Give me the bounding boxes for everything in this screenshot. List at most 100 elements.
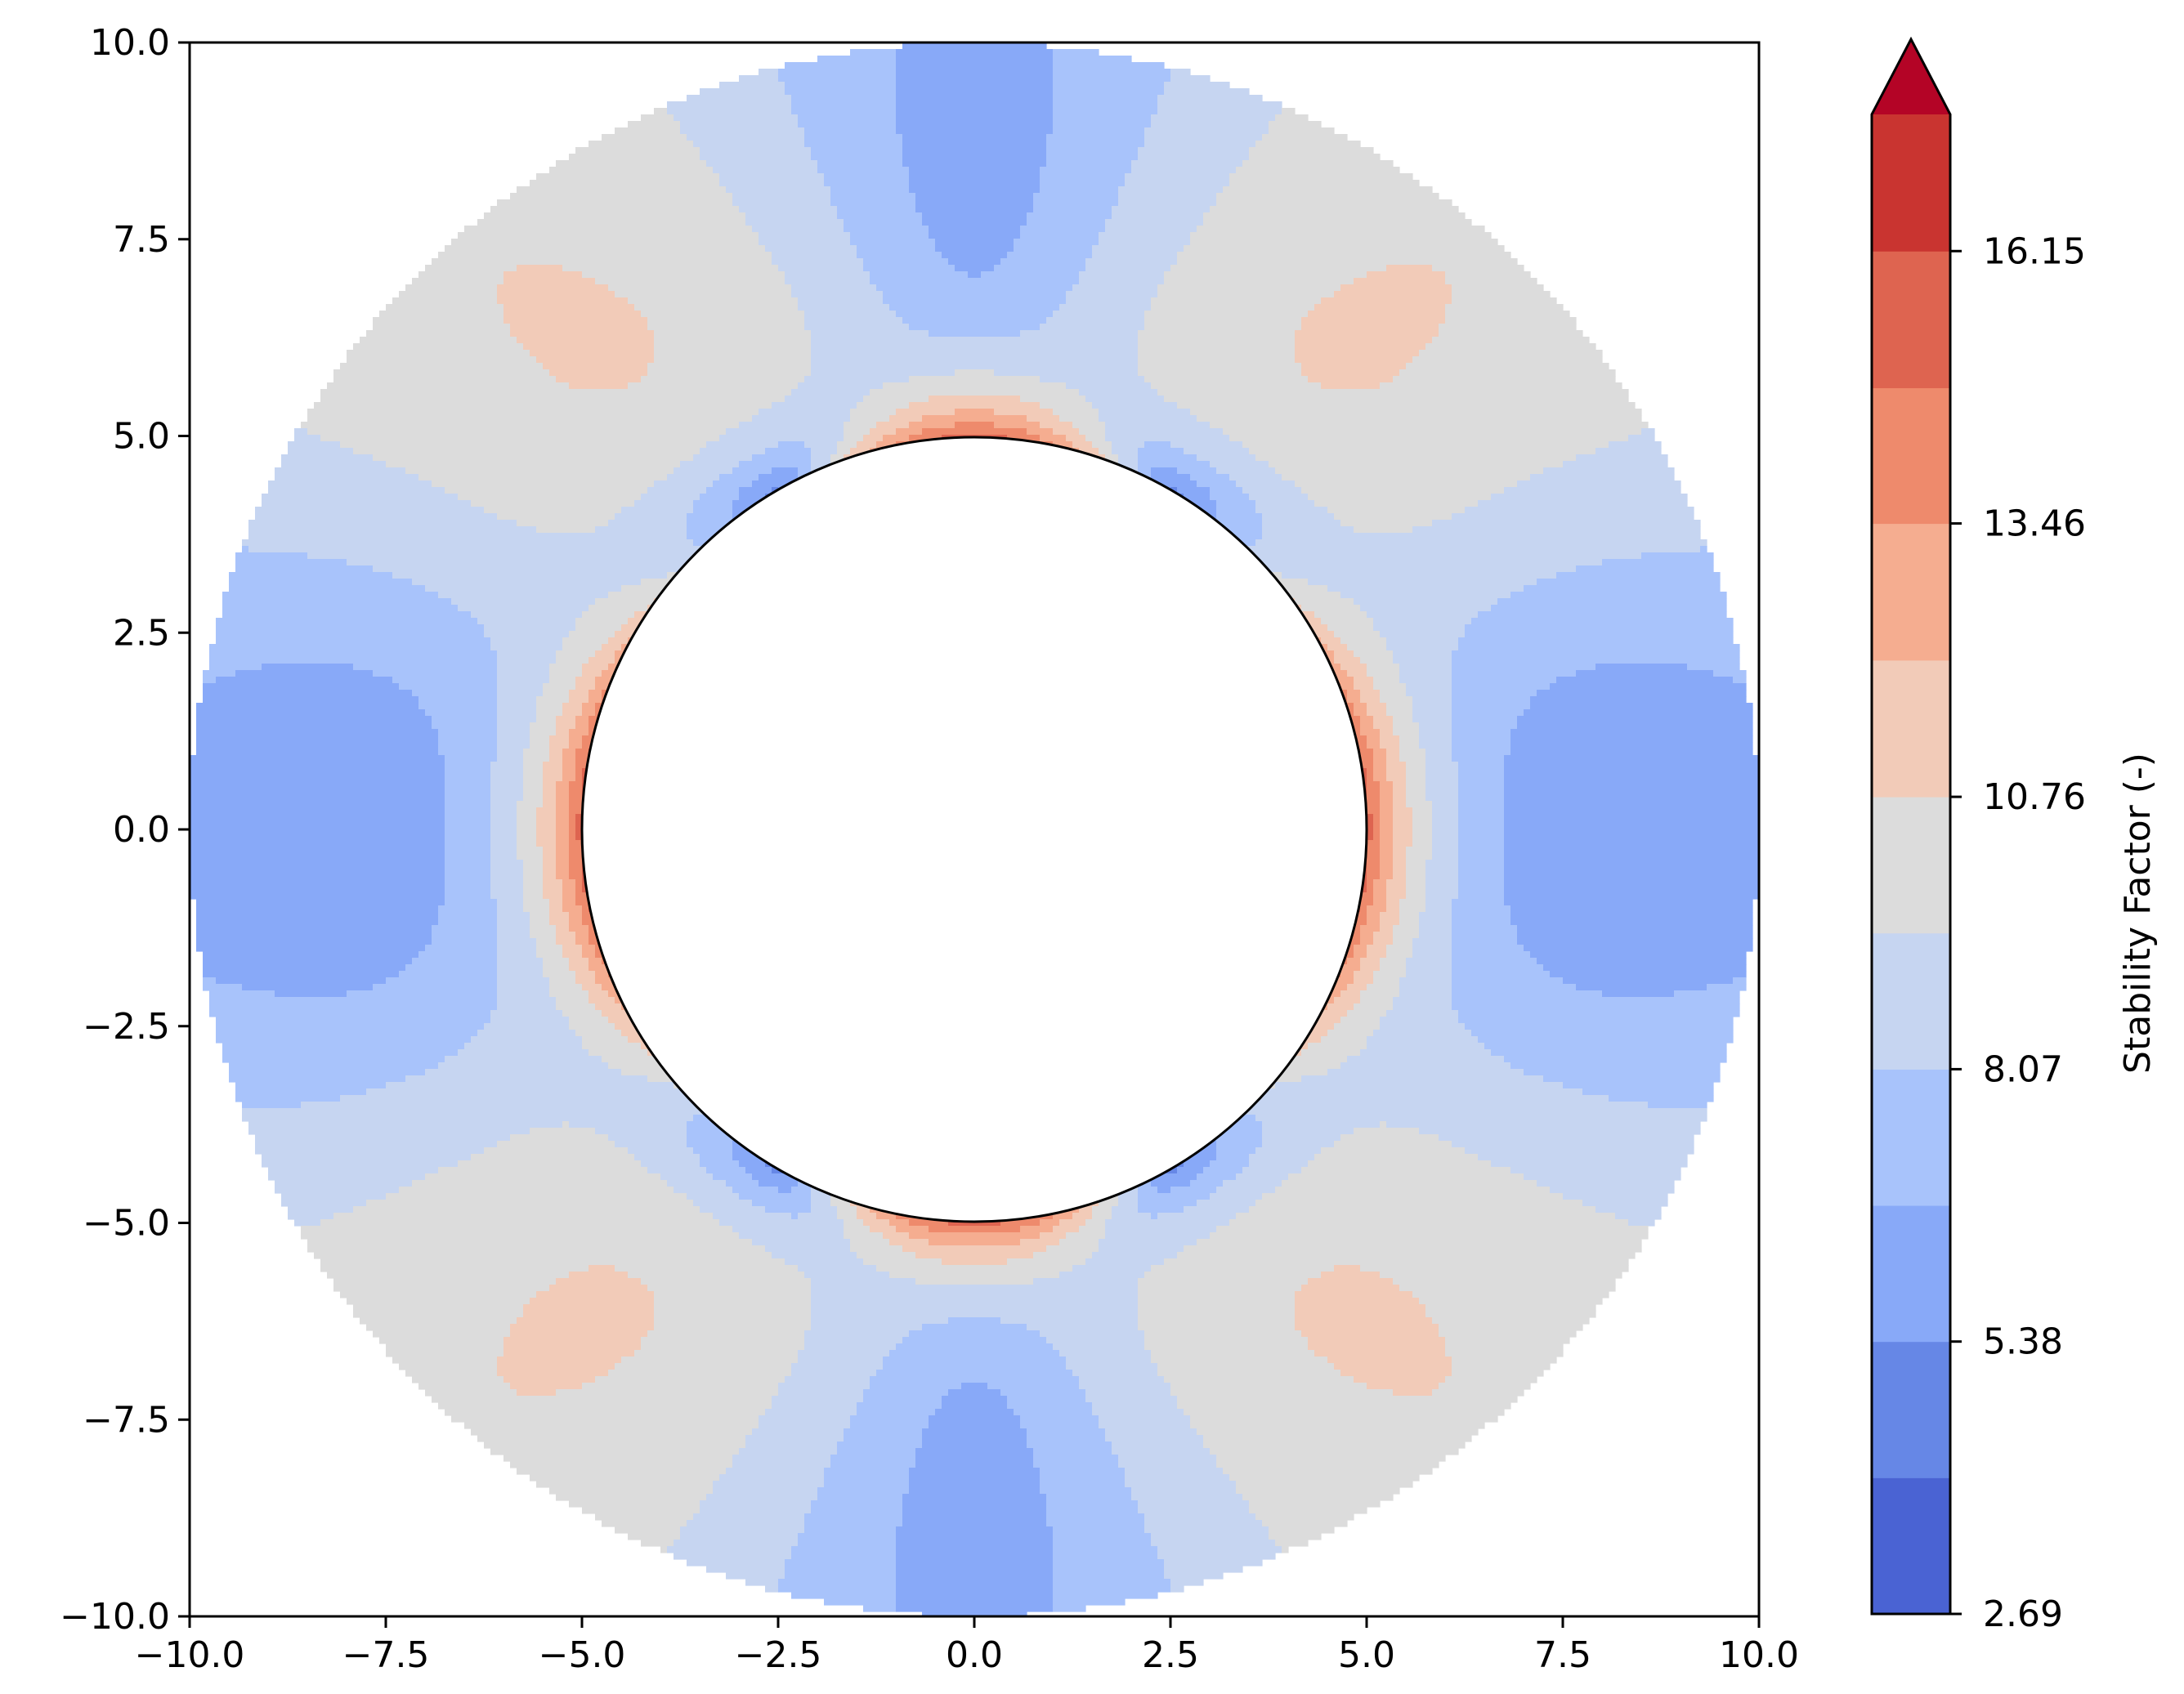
contour-cell bbox=[1138, 1200, 1197, 1207]
contour-cell bbox=[896, 95, 1054, 102]
contour-cell bbox=[1007, 252, 1093, 259]
contour-cell bbox=[889, 304, 1060, 311]
contour-cell bbox=[582, 742, 596, 749]
contour-cell bbox=[530, 742, 550, 749]
colorbar-tick-label: 5.38 bbox=[1983, 1321, 2063, 1363]
contour-cell bbox=[1334, 1023, 1381, 1030]
contour-cell bbox=[536, 1481, 714, 1488]
contour-cell bbox=[1177, 1402, 1511, 1410]
contour-cell bbox=[543, 683, 576, 691]
contour-cell bbox=[229, 579, 413, 586]
contour-cell bbox=[1373, 899, 1387, 906]
contour-cell bbox=[301, 1226, 733, 1233]
contour-cell bbox=[1072, 422, 1106, 429]
contour-cell bbox=[955, 422, 995, 429]
contour-cell bbox=[418, 951, 498, 959]
contour-cell bbox=[1144, 1526, 1269, 1534]
contour-cell bbox=[1458, 886, 1505, 893]
contour-cell bbox=[575, 677, 596, 684]
contour-cell bbox=[1079, 1226, 1106, 1233]
contour-cell bbox=[471, 1036, 583, 1044]
contour-cell bbox=[549, 977, 576, 985]
contour-cell bbox=[1020, 1422, 1099, 1429]
contour-cell bbox=[896, 82, 1054, 89]
contour-cell bbox=[1373, 624, 1466, 632]
contour-cell bbox=[1425, 755, 1452, 762]
contour-cell bbox=[1210, 1160, 1250, 1168]
contour-cell bbox=[785, 82, 897, 89]
contour-cell bbox=[785, 1376, 870, 1383]
contour-cell bbox=[235, 565, 374, 573]
contour-cell bbox=[1491, 605, 1727, 612]
contour-cell bbox=[582, 664, 609, 671]
contour-cell bbox=[510, 1324, 655, 1331]
contour-cell bbox=[595, 278, 785, 285]
contour-cell bbox=[216, 1017, 491, 1024]
contour-cell bbox=[484, 1147, 629, 1155]
contour-cell bbox=[674, 1553, 792, 1560]
contour-cell bbox=[883, 1363, 1067, 1370]
contour-cell bbox=[1236, 1102, 1649, 1109]
contour-cell bbox=[458, 1160, 642, 1168]
contour-cell bbox=[1439, 1134, 1694, 1142]
contour-cell bbox=[1406, 853, 1433, 860]
contour-cell bbox=[1046, 1245, 1099, 1253]
contour-cell bbox=[1445, 278, 1537, 285]
contour-cell bbox=[1053, 1598, 1126, 1606]
contour-cell bbox=[1386, 265, 1433, 272]
contour-cell bbox=[700, 448, 766, 455]
contour-cell bbox=[1236, 546, 1701, 553]
contour-cell bbox=[811, 1324, 923, 1331]
contour-cell bbox=[1393, 650, 1452, 658]
contour-cell bbox=[889, 1239, 929, 1246]
contour-cell bbox=[608, 1017, 635, 1024]
contour-cell bbox=[1360, 716, 1374, 723]
contour-cell bbox=[1452, 951, 1531, 959]
contour-cell bbox=[667, 1546, 792, 1553]
contour-cell bbox=[739, 75, 779, 83]
contour-cell bbox=[811, 1500, 903, 1508]
contour-cell bbox=[1144, 1272, 1322, 1279]
contour-cell bbox=[896, 1526, 1054, 1534]
contour-cell bbox=[589, 657, 615, 664]
contour-cell bbox=[1393, 716, 1413, 723]
contour-cell bbox=[1138, 1278, 1309, 1285]
contour-cell bbox=[1151, 297, 1322, 305]
contour-cell bbox=[1053, 1343, 1145, 1351]
contour-cell bbox=[562, 886, 576, 893]
contour-cell bbox=[562, 899, 576, 906]
contour-cell bbox=[307, 415, 753, 422]
colorbar-segment bbox=[1872, 1477, 1950, 1615]
contour-cell bbox=[719, 180, 825, 187]
contour-cell bbox=[1210, 1128, 1263, 1135]
contour-cell bbox=[857, 1206, 870, 1214]
contour-cell bbox=[1295, 1298, 1420, 1305]
contour-cell bbox=[549, 677, 576, 684]
contour-cell bbox=[811, 1311, 1139, 1318]
contour-cell bbox=[1510, 1062, 1721, 1070]
contour-cell bbox=[562, 905, 583, 913]
contour-cell bbox=[536, 526, 596, 534]
contour-cell bbox=[216, 977, 387, 985]
contour-cell bbox=[1471, 618, 1734, 625]
contour-cell bbox=[1439, 1324, 1583, 1331]
contour-cell bbox=[1236, 1213, 1616, 1220]
contour-cell bbox=[1432, 807, 1459, 815]
contour-cell bbox=[536, 938, 557, 945]
contour-cell bbox=[772, 467, 799, 475]
contour-cell bbox=[1595, 664, 1688, 671]
contour-cell bbox=[1373, 677, 1400, 684]
contour-cell bbox=[196, 899, 445, 906]
contour-cell bbox=[1517, 932, 1753, 939]
contour-cell bbox=[1105, 422, 1211, 429]
contour-cell bbox=[791, 291, 884, 298]
x-tick-label: 10.0 bbox=[1719, 1634, 1799, 1676]
contour-cell bbox=[1072, 1265, 1152, 1272]
contour-cell bbox=[765, 245, 857, 253]
contour-cell bbox=[1504, 788, 1759, 795]
contour-cell bbox=[1360, 899, 1374, 906]
contour-cell bbox=[1458, 860, 1505, 867]
contour-cell bbox=[562, 768, 576, 775]
contour-cell bbox=[190, 814, 445, 821]
contour-cell bbox=[222, 592, 439, 599]
